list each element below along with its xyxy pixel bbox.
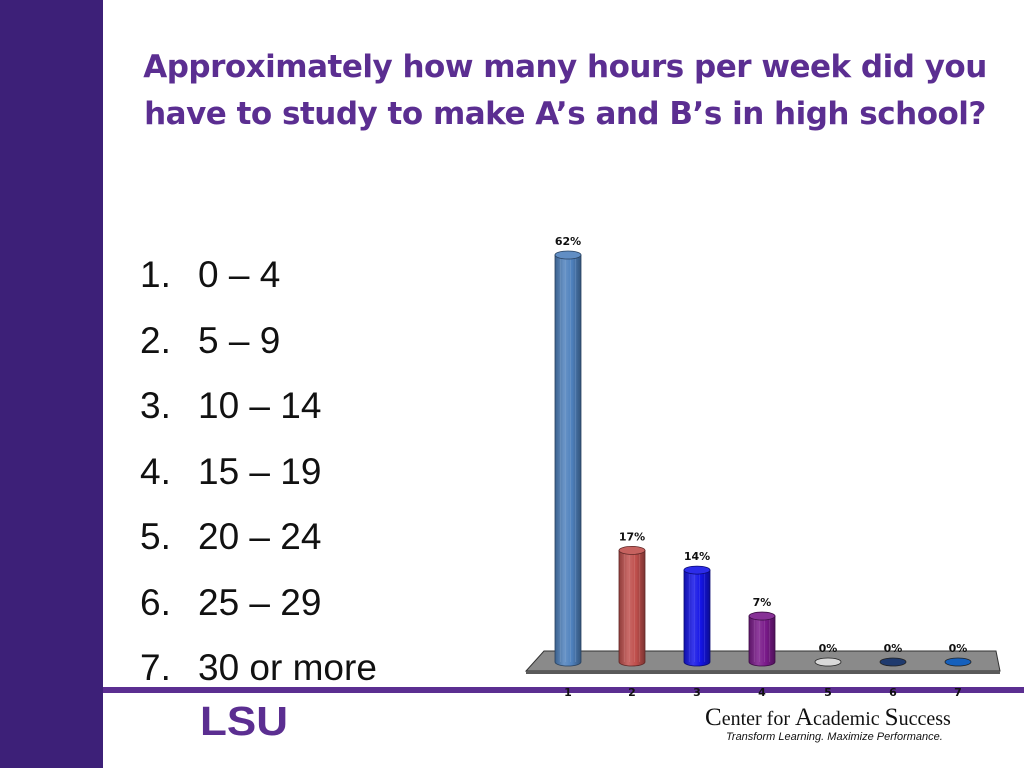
results-bar-chart: 62% 1 17% 2 14% 3 7% 4 0% 5 0% 6 0% 7 xyxy=(524,235,1001,699)
answer-option: 2. 5 – 9 xyxy=(140,308,377,374)
data-label-5: 0% xyxy=(819,642,838,655)
option-label: 20 – 24 xyxy=(198,516,322,557)
data-label-1: 62% xyxy=(555,235,581,248)
x-tick-label-2: 2 xyxy=(628,686,636,699)
option-number: 3. xyxy=(140,385,171,426)
data-label-2: 17% xyxy=(619,530,645,543)
x-tick-label-5: 5 xyxy=(824,686,832,699)
data-label-3: 14% xyxy=(684,550,710,563)
option-number: 1. xyxy=(140,254,171,295)
answer-options-list: 1. 0 – 4 2. 5 – 9 3. 10 – 14 4. 15 – 19 5. 20… xyxy=(140,242,377,701)
option-number: 4. xyxy=(140,450,171,492)
bar-top-3 xyxy=(683,565,711,575)
option-label: 10 – 14 xyxy=(198,385,322,426)
sidebar-bar xyxy=(0,0,103,768)
option-label: 0 – 4 xyxy=(198,254,281,295)
x-tick-label-3: 3 xyxy=(693,686,701,699)
option-label: 5 – 9 xyxy=(198,319,281,361)
answer-option: 4. 15 – 19 xyxy=(140,439,377,505)
data-label-4: 7% xyxy=(753,596,772,609)
tagline: Transform Learning. Maximize Performance… xyxy=(726,731,943,743)
lsu-logo-text: LSU xyxy=(200,700,288,744)
x-tick-label-1: 1 xyxy=(564,686,572,699)
chart-floor-edge xyxy=(526,671,1000,674)
x-tick-label-7: 7 xyxy=(954,686,962,699)
x-tick-label-4: 4 xyxy=(758,686,766,699)
answer-option: 7. 30 or more xyxy=(140,635,377,701)
answer-option: 3. 10 – 14 xyxy=(140,373,377,439)
bar-4 xyxy=(748,615,776,667)
footer-divider xyxy=(103,687,1024,693)
x-tick-label-6: 6 xyxy=(889,686,897,699)
answer-option: 6. 25 – 29 xyxy=(140,570,377,636)
bar-top-2 xyxy=(618,546,646,555)
answer-option: 5. 20 – 24 xyxy=(140,504,377,570)
bar-top-4 xyxy=(748,611,776,621)
bar-1 xyxy=(554,254,582,667)
option-label: 30 or more xyxy=(198,647,377,688)
bar-6 xyxy=(879,657,907,667)
center-for-academic-success-logo: Center for Academic Success xyxy=(705,704,951,731)
bar-3 xyxy=(683,569,711,667)
bar-top-1 xyxy=(554,250,582,260)
bar-5 xyxy=(814,657,842,667)
option-number: 5. xyxy=(140,516,171,557)
option-label: 25 – 29 xyxy=(198,581,322,623)
option-number: 2. xyxy=(140,319,171,361)
option-label: 15 – 19 xyxy=(198,450,322,492)
lsu-logo: LSU xyxy=(200,700,288,744)
answer-option: 1. 0 – 4 xyxy=(140,242,377,308)
slide-title: Approximately how many hours per week di… xyxy=(143,49,987,132)
bar-7 xyxy=(944,657,972,667)
data-label-7: 0% xyxy=(949,642,968,655)
option-number: 7. xyxy=(140,647,171,688)
data-label-6: 0% xyxy=(884,642,903,655)
bar-2 xyxy=(618,550,646,667)
option-number: 6. xyxy=(140,581,171,623)
